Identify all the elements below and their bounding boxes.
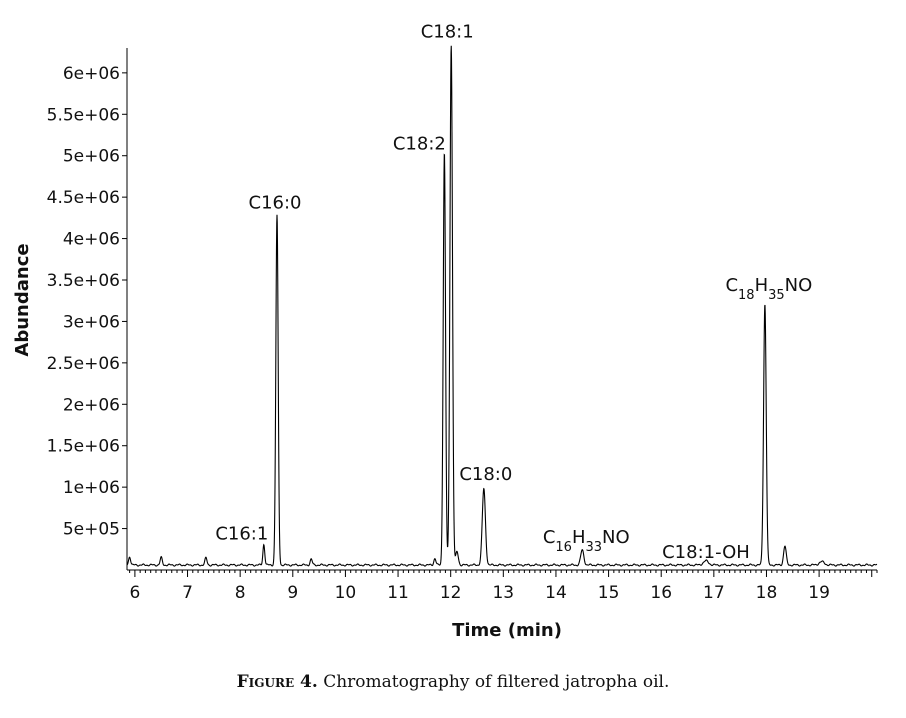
- peak-label: C16:1: [215, 523, 268, 544]
- x-tick-label: 18: [756, 583, 778, 603]
- y-tick-label: 4e+06: [63, 230, 120, 250]
- y-tick-label: 5e+06: [63, 147, 120, 167]
- x-tick-label: 12: [440, 583, 462, 603]
- y-tick-label: 2.5e+06: [47, 354, 120, 374]
- x-tick-label: 17: [703, 583, 725, 603]
- y-tick-label: 5e+05: [63, 520, 120, 540]
- x-axis: 6 7 8 9 10 11 12 13 14 15 16 17 18 19: [127, 569, 878, 603]
- chromatogram-trace: [126, 45, 878, 567]
- y-tick-label: 1.5e+06: [47, 437, 120, 457]
- x-tick-label: 6: [129, 583, 140, 603]
- x-tick-label: 14: [545, 583, 567, 603]
- x-tick-label: 7: [182, 583, 193, 603]
- x-axis-title: Time (min): [452, 620, 562, 641]
- peak-label: C18:1: [421, 22, 474, 43]
- peak-label: C18:2: [393, 133, 446, 154]
- x-tick-label: 10: [335, 583, 357, 603]
- x-tick-label: 13: [492, 583, 514, 603]
- chromatogram-chart: 5e+05 1e+06 1.5e+06 2e+06 2.5e+06 3e+06 3.5e+0…: [12, 22, 878, 641]
- y-tick-label: 4.5e+06: [47, 188, 120, 208]
- y-axis: 5e+05 1e+06 1.5e+06 2e+06 2.5e+06 3e+06 3.5e+0…: [47, 48, 128, 570]
- peak-label: C16:0: [249, 192, 302, 213]
- x-tick-label: 9: [287, 583, 298, 603]
- y-tick-label: 3e+06: [63, 312, 120, 332]
- y-tick-label: 5.5e+06: [47, 105, 120, 125]
- figure-label: Figure 4.: [236, 672, 318, 692]
- y-tick-label: 3.5e+06: [47, 271, 120, 291]
- x-tick-label: 8: [235, 583, 246, 603]
- x-tick-label: 11: [387, 583, 409, 603]
- x-tick-label: 16: [650, 583, 672, 603]
- figure-caption-text: Chromatography of filtered jatropha oil.: [323, 672, 670, 692]
- x-tick-label: 15: [598, 583, 620, 603]
- figure-caption: Figure 4. Chromatography of filtered jat…: [0, 672, 906, 692]
- x-tick-label: 19: [808, 583, 830, 603]
- peak-formula-label: C18H35NO: [725, 275, 812, 303]
- y-axis-title: Abundance: [12, 243, 33, 356]
- peak-label: C18:0: [459, 464, 512, 485]
- peak-label: C18:1-OH: [662, 542, 750, 563]
- y-tick-label: 6e+06: [63, 64, 120, 84]
- peak-annotations: C16:1 C16:0 C18:2 C18:1 C18:0 C18:1-OH C16H33N…: [215, 22, 812, 563]
- y-tick-label: 1e+06: [63, 478, 120, 498]
- peak-formula-label: C16H33NO: [543, 527, 630, 555]
- y-tick-label: 2e+06: [63, 395, 120, 415]
